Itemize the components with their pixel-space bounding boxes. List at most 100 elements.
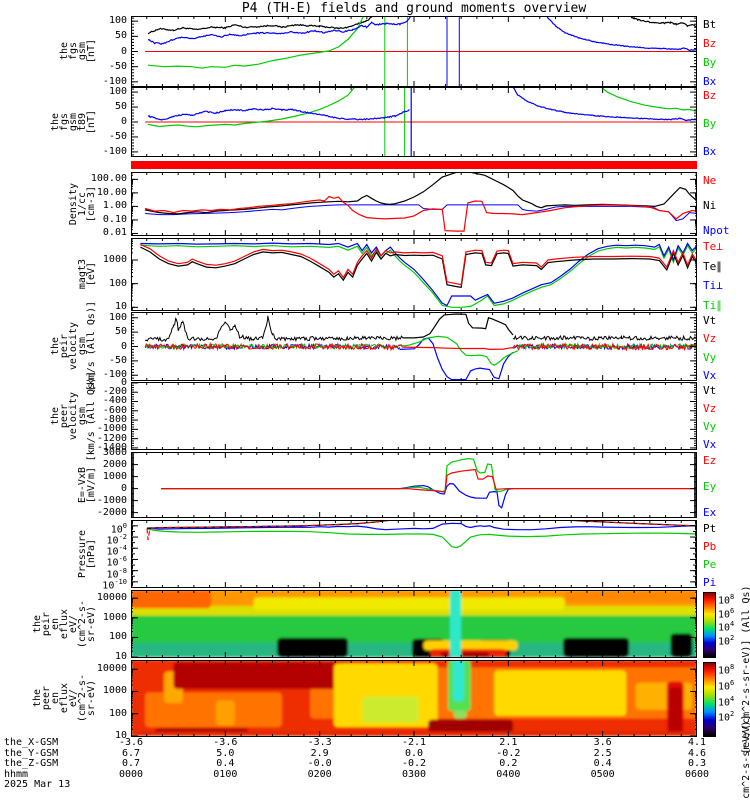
x-axis-value: 6.7 [121,747,141,759]
panel-fgs-gsm [131,16,697,87]
x-axis-value: 2.9 [310,747,329,759]
x-axis-value: 2.5 [593,747,612,759]
y-tick-label: 100.00 [90,173,127,185]
y-tick-label: 1.00 [102,200,127,212]
y-tick-label: -1000 [96,494,127,506]
panel-density [131,172,697,236]
series-efield-Ex [161,482,514,509]
flag-bar [131,161,697,169]
y-tick-label: 10-2 [106,533,127,547]
spec-region [423,640,518,651]
series-peir-velocity-Vz-a [144,341,403,352]
panel-border [131,520,697,588]
y-tick-label: -400 [102,395,127,407]
legend-By: By [703,117,717,130]
series-efield-Ez [161,468,697,493]
spec-region [494,670,627,716]
legend-Pe: Pe [703,558,717,571]
panel-border [131,452,697,518]
y-tick-label: 100 [108,707,127,719]
legend-Te∥: Te∥ [703,259,722,273]
panel-fgs-gsm-t89 [131,87,697,157]
y-tick-label: 100 [108,86,127,98]
panel-border [131,382,697,450]
x-axis-value: -0.0 [307,758,332,769]
y-tick-label: 10 [114,301,127,313]
legend-Ne: Ne [703,174,717,187]
colorbar-tick-label: 104 [718,620,735,634]
y-tick-label: 100 [110,521,127,536]
y-tick-label: -50 [108,354,127,366]
series-magt3-Teperp [140,243,697,286]
y-tick-label: -100 [102,369,127,381]
y-tick-label: 1000 [102,611,127,623]
legend-Vz: Vz [703,402,717,415]
x-axis-value: 0100 [213,768,238,780]
series-peir-velocity-Vt-b [512,334,697,342]
spec-region [173,662,348,689]
x-axis-value: 0.4 [593,758,612,769]
legend-Bt: Bt [703,18,717,31]
y-tick-label: -100 [102,145,127,157]
x-axis-value: 0.7 [121,758,141,769]
spec-region [670,633,693,658]
y-tick-label: 100 [108,15,127,27]
series-fgs-gsm-Bt2 [630,16,697,30]
x-axis-value: -3.3 [307,737,332,748]
y-tick-label: -2000 [96,506,127,518]
x-axis-value: 0.0 [404,747,424,759]
series-fgs-gsm-t89-By2 [599,87,697,113]
series-density-Ne [144,195,697,232]
y-tick-label: 10.00 [96,186,127,198]
y-tick-label: 0 [120,45,127,57]
y-tick-label: -1400 [96,441,127,453]
series-peir-velocity-Vy-b [517,342,697,351]
series-magt3-Tiperp [140,242,697,307]
legend-Bx: Bx [703,145,717,158]
y-tick-label: 1000 [102,470,127,482]
x-axis-value: 0.4 [216,758,235,769]
y-tick-label: 10-8 [106,566,127,580]
panel-border [131,172,697,236]
series-fgs-gsm-Bt [147,16,374,35]
y-tick-label: -50 [108,60,127,72]
colorbar-tick-label: 102 [718,710,735,724]
colorbar-tick-label: 108 [718,593,735,607]
y-tick-label: 10-10 [102,577,127,592]
series-pressure-Pe [146,528,697,549]
y-tick-label: -800 [102,414,127,426]
series-peir-velocity-Vz-b [512,342,697,352]
y-tick-label: 10000 [96,663,127,675]
legend-Vy: Vy [703,350,717,364]
x-axis-value: -3.6 [213,737,238,748]
spec-region [563,637,630,658]
axis-frame [131,520,697,588]
panel-peir-velocity [131,312,697,381]
axis-frame [131,660,697,737]
colorbar [703,662,716,737]
series-peir-velocity-Vt-a [145,315,404,342]
axis-frame [131,590,697,658]
spec-region [668,687,682,736]
series-efield-Ey [161,457,509,493]
legend-Vt: Vt [703,314,717,327]
spec-region [453,710,467,719]
panel-border [131,238,697,311]
y-tick-label: 100 [108,277,127,289]
axis-frame [131,382,697,450]
series-magt3-Till [140,244,697,308]
series-magt3-Tell [140,246,697,288]
x-axis-value: 0200 [307,768,332,780]
x-axis-value: 3.6 [593,737,612,748]
y-tick-label: -200 [102,386,127,398]
x-axis-value: 2.1 [499,737,518,748]
y-tick-label: 1000 [102,685,127,697]
axis-frame [131,312,697,381]
spec-region [449,590,462,658]
x-axis-value: 0.3 [687,758,707,769]
spec-region [277,637,348,658]
colorbar-tick-label: 104 [718,694,735,708]
legend-Ez: Ez [703,454,717,467]
colorbar-unit-label: [eV/(cm^2-s-sr-eV)] [741,714,750,800]
y-tick-label: 10 [114,651,127,663]
